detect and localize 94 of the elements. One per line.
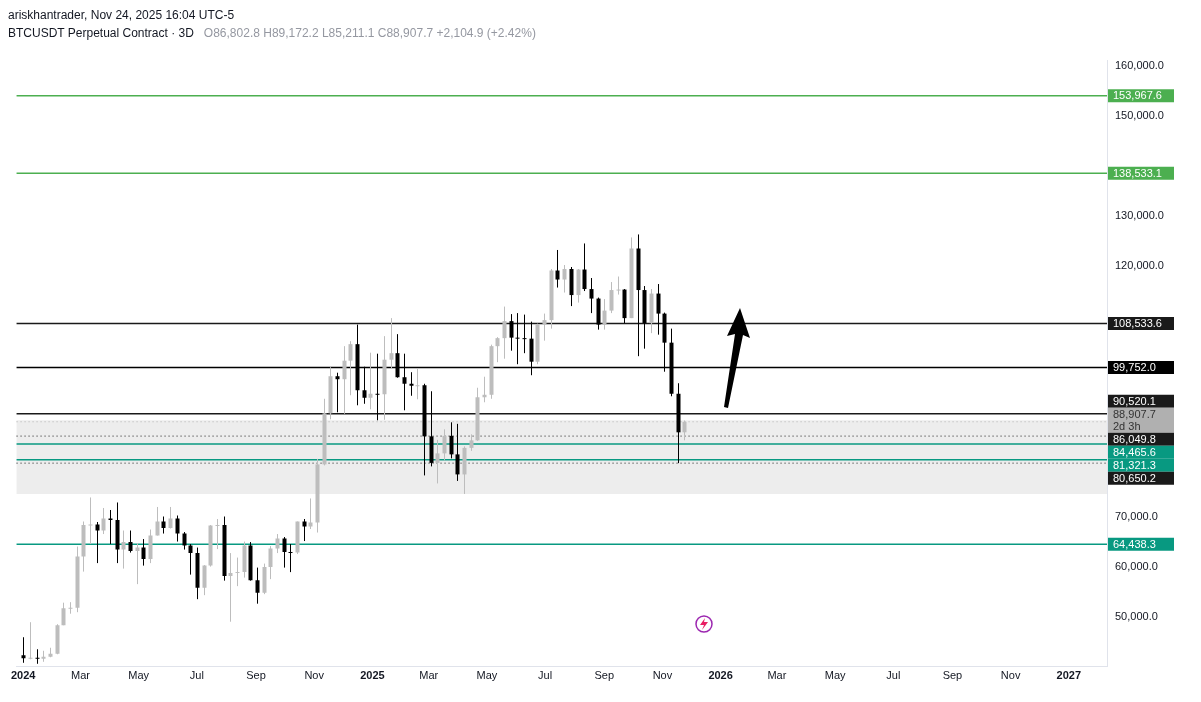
chart-subtitle: O86,802.8 H89,172.2 L85,211.1 C88,907.7 +2,104.9 (+2.42%): [203, 26, 536, 40]
x-tick-label: May: [128, 669, 150, 682]
chart-title: BTCUSDT Perpetual Contract · 3D: [8, 26, 194, 40]
candlestick: [335, 372, 340, 413]
y-tick-label: 70,000.0: [1115, 509, 1158, 522]
x-tick-label: Sep: [594, 669, 615, 682]
ref-line-label: 108,533.6: [1113, 316, 1162, 329]
y-tick-label: 150,000.0: [1115, 108, 1164, 121]
y-tick-label: 130,000.0: [1115, 208, 1164, 221]
x-tick-label: Jul: [189, 669, 204, 682]
ref-line-label: 99,752.0: [1113, 360, 1156, 373]
candlestick: [128, 530, 133, 554]
x-tick-label: Sep: [246, 669, 266, 682]
candlestick: [275, 533, 280, 554]
candlestick: [435, 439, 440, 484]
x-tick-label: Nov: [304, 669, 325, 682]
y-tick-label: 50,000.0: [1115, 609, 1158, 622]
candlestick: [302, 518, 307, 542]
candlestick: [21, 636, 26, 664]
candlestick: [509, 313, 514, 352]
candlestick: [95, 521, 100, 564]
candlestick: [155, 506, 160, 537]
candlestick: [68, 601, 73, 615]
candlestick: [589, 277, 594, 314]
x-tick-label: Nov: [652, 669, 673, 682]
y-tick-label: 60,000.0: [1115, 559, 1158, 572]
candlestick: [415, 368, 420, 400]
candlestick: [215, 518, 220, 550]
ref-line-label: 138,533.1: [1113, 166, 1162, 179]
x-tick-label: 2025: [360, 669, 385, 682]
y-tick-label: 120,000.0: [1115, 259, 1164, 272]
x-tick-label: Jul: [886, 669, 901, 682]
candlestick: [682, 419, 687, 441]
x-tick-label: May: [824, 669, 846, 682]
candlestick: [609, 281, 614, 314]
x-tick-label: 2027: [1056, 669, 1082, 682]
ref-line-label: 90,520.1: [1113, 394, 1156, 407]
candlestick: [35, 648, 40, 665]
x-tick-label: 2026: [708, 669, 733, 682]
candlestick: [288, 543, 293, 573]
ref-line-label: 153,967.6: [1113, 89, 1162, 102]
ref-line-label: 64,438.3: [1113, 537, 1156, 550]
x-tick-label: May: [476, 669, 498, 682]
candlestick: [268, 545, 273, 580]
candlestick: [282, 536, 287, 569]
candlestick: [656, 283, 661, 336]
candlestick: [121, 530, 126, 570]
candlestick: [188, 543, 193, 576]
x-tick-label: Nov: [1000, 669, 1021, 682]
candlestick: [389, 317, 394, 370]
candlestick: [235, 557, 240, 587]
x-tick-label: Mar: [767, 669, 787, 682]
candlestick: [502, 306, 507, 360]
candlestick: [168, 506, 173, 530]
candlestick: [202, 564, 207, 596]
candlestick: [455, 423, 460, 482]
candlestick: [522, 314, 527, 354]
candlestick: [616, 276, 621, 296]
x-tick-label: Jul: [538, 669, 553, 682]
candlestick: [582, 242, 587, 292]
candlestick: [135, 542, 140, 585]
candlestick: [348, 340, 353, 396]
candlestick: [442, 428, 447, 461]
candlestick: [148, 529, 153, 564]
candlestick: [368, 352, 373, 410]
ref-line-label: 88,907.7 2d 3h: [1113, 407, 1156, 432]
y-tick-label: 160,000.0: [1115, 58, 1164, 71]
x-tick-label: Mar: [419, 669, 439, 682]
candlestick: [141, 538, 146, 567]
candlestick: [342, 345, 347, 415]
candlestick: [482, 376, 487, 403]
candlestick: [228, 552, 233, 623]
candlestick: [255, 567, 260, 605]
candlestick: [555, 249, 560, 289]
candlestick: [542, 313, 547, 342]
ref-line-label: 86,049.8: [1113, 432, 1156, 445]
candlestick: [602, 298, 607, 331]
candlestick: [562, 264, 567, 294]
ref-line-label: 81,321.3: [1113, 458, 1156, 471]
candlestick: [409, 371, 414, 397]
ref-line-label: 84,465.6: [1113, 445, 1156, 458]
candlestick: [308, 497, 313, 530]
x-tick-label: 2024: [10, 669, 37, 682]
candlestick: [88, 496, 93, 545]
candlestick: [449, 421, 454, 459]
candlestick: [495, 336, 500, 363]
text: ariskhantrader, Nov 24, 2025 16:04 UTC-5: [8, 8, 236, 24]
candlestick: [28, 621, 33, 660]
candlestick: [101, 507, 106, 535]
x-tick-label: Mar: [71, 669, 91, 682]
candlestick: [515, 312, 520, 365]
candlestick: [175, 515, 180, 543]
ref-line-label: 80,650.2: [1113, 471, 1156, 484]
x-tick-label: Sep: [942, 669, 963, 682]
